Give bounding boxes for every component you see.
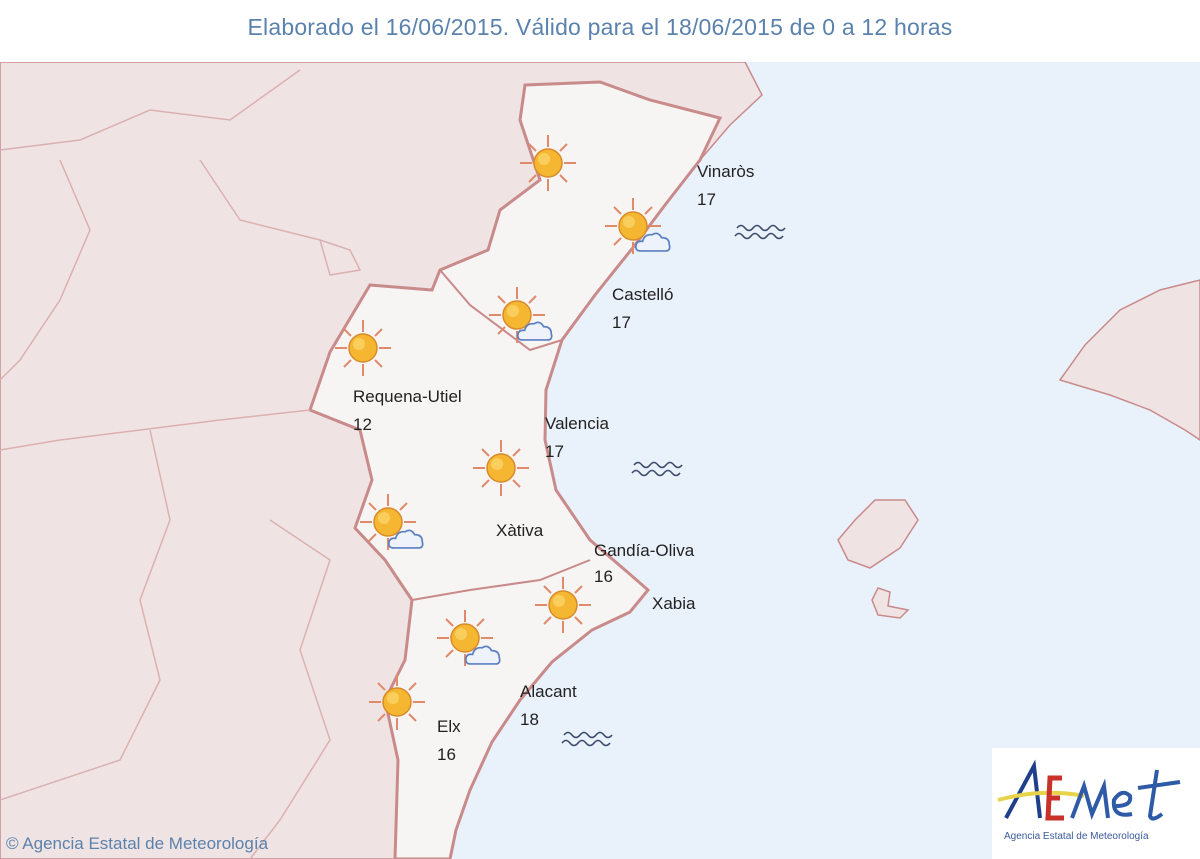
location-requena-utiel: Requena-Utiel 12 [353, 387, 462, 434]
logo-subtitle: Agencia Estatal de Meteorología [1004, 831, 1149, 842]
location-gandia-oliva: Gandía-Oliva 16 [594, 541, 695, 586]
copyright: © Agencia Estatal de Meteorología [6, 834, 269, 853]
sun-cloud-icon [436, 609, 501, 667]
island-mallorca [1058, 279, 1200, 441]
sea-waves-icon [630, 455, 694, 479]
sun-icon [333, 318, 393, 378]
sun-icon [533, 575, 593, 635]
sun-icon [367, 672, 427, 732]
location-vinaros: Vinaròs 17 [697, 162, 755, 209]
island-formentera [871, 587, 910, 619]
aemet-logo: Agencia Estatal de Meteorología [992, 748, 1200, 859]
location-elx: Elx 16 [437, 717, 461, 764]
map-title: Elaborado el 16/06/2015. Válido para el … [247, 14, 953, 40]
sun-icon [471, 438, 531, 498]
sea-waves-icon [733, 218, 797, 242]
sun-icon [518, 133, 578, 193]
location-valencia: Valencia 17 [545, 414, 609, 461]
island-ibiza [837, 499, 919, 569]
sun-cloud-icon [359, 493, 424, 551]
location-xabia: Xabia [652, 594, 696, 613]
sun-cloud-icon [488, 286, 553, 344]
sun-cloud-icon [604, 197, 671, 255]
location-castello: Castelló 17 [612, 285, 674, 332]
province-borders [0, 69, 362, 859]
location-xativa: Xàtiva [496, 521, 544, 540]
aemet-logo-mark [997, 759, 1181, 821]
location-alacant: Alacant 18 [520, 682, 577, 729]
internal-province-borders [411, 269, 591, 601]
